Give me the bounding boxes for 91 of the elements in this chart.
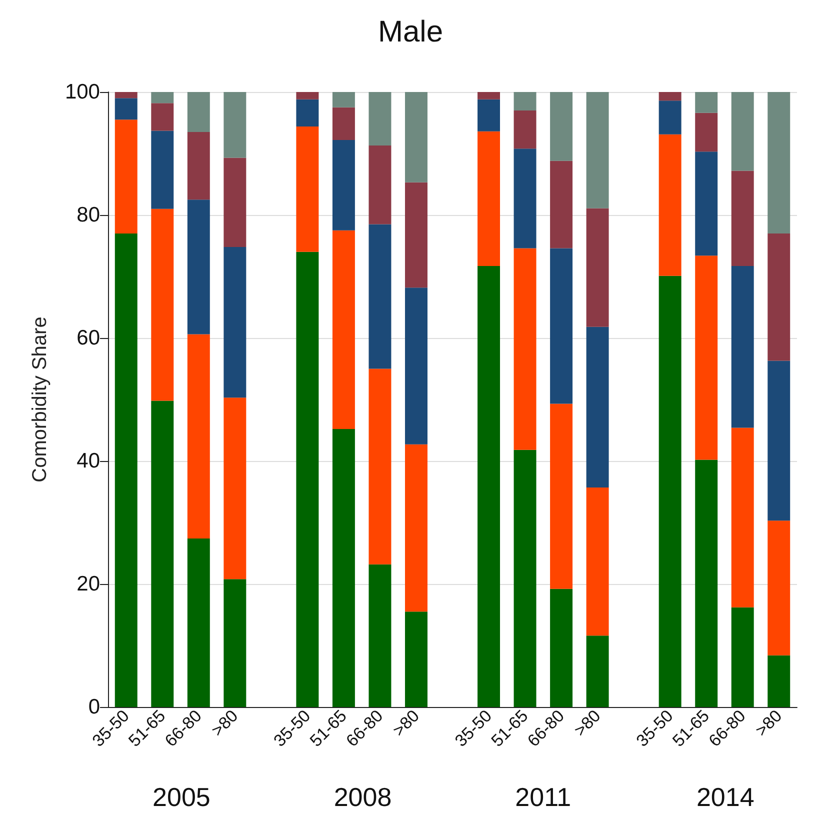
y-tick-label: 80 [76, 204, 100, 226]
bar [368, 564, 392, 707]
x-tick-label: >80 [752, 706, 786, 740]
bar [768, 520, 790, 656]
bar [695, 92, 718, 113]
bar [368, 224, 392, 369]
bar [404, 182, 428, 288]
x-tick-label: >80 [208, 706, 242, 740]
y-tick-label: 40 [76, 450, 100, 472]
text: 2014 [696, 782, 754, 812]
bar [514, 248, 536, 450]
bar [187, 132, 210, 200]
bar [224, 246, 246, 398]
bar [114, 233, 138, 707]
bar [586, 92, 609, 208]
bar [114, 92, 138, 98]
y-tick-label: 60 [76, 326, 100, 350]
bar [586, 487, 609, 636]
bar [768, 655, 790, 707]
bar [187, 92, 210, 132]
bar [187, 200, 210, 334]
bar [731, 266, 754, 428]
bar [514, 110, 536, 149]
bar [731, 428, 754, 608]
bar [478, 266, 500, 707]
bar [151, 103, 174, 131]
bar [514, 92, 536, 110]
bar [658, 100, 682, 134]
bar [695, 112, 718, 152]
bar [404, 612, 428, 707]
bar [296, 252, 319, 707]
bar [332, 92, 355, 108]
bar [224, 92, 246, 158]
bar [296, 92, 319, 100]
bar [768, 92, 790, 234]
bar [731, 92, 754, 171]
bar [768, 360, 790, 521]
bar [550, 248, 573, 404]
bar [332, 107, 355, 140]
bar [114, 120, 138, 234]
bar [332, 230, 355, 430]
bar [151, 130, 174, 209]
y-tick-label: 100 [64, 80, 100, 104]
bar [550, 92, 573, 161]
bar [368, 92, 392, 146]
bar [478, 92, 500, 100]
bar [550, 588, 573, 707]
x-tick-label: >80 [389, 706, 423, 740]
text: 2008 [334, 782, 392, 812]
bar [224, 579, 246, 707]
bar [187, 538, 210, 707]
bar [224, 158, 246, 247]
bar [296, 126, 319, 252]
bar [514, 148, 536, 248]
bar [658, 276, 682, 707]
bar [586, 326, 609, 488]
y-axis-title: Comorbidity Share [29, 316, 51, 482]
bar [404, 92, 428, 182]
text: 2005 [152, 782, 210, 812]
chart-title: Male [378, 16, 444, 48]
bar [550, 404, 573, 589]
bar [695, 256, 718, 460]
bar [768, 233, 790, 361]
bar [224, 398, 246, 580]
bar [695, 152, 718, 256]
bar [368, 146, 392, 224]
text: 2011 [515, 782, 572, 812]
bar [731, 607, 754, 707]
bar [151, 208, 174, 401]
bar [478, 131, 500, 266]
bar [332, 140, 355, 230]
bar [368, 368, 392, 564]
bar [151, 400, 174, 707]
bar [586, 636, 609, 707]
bar [404, 288, 428, 444]
bar [658, 134, 682, 276]
bar [695, 460, 718, 707]
bar [514, 450, 536, 707]
bar [731, 170, 754, 266]
bar [586, 208, 609, 327]
bar [658, 92, 682, 101]
bar [332, 429, 355, 707]
bar [296, 99, 319, 126]
x-tick-label: >80 [570, 706, 604, 740]
y-tick-label: 20 [76, 572, 100, 596]
bar [114, 98, 138, 120]
bar [404, 444, 428, 612]
bar [151, 92, 174, 104]
bar [478, 99, 500, 132]
bar [550, 160, 573, 248]
bar [187, 334, 210, 538]
